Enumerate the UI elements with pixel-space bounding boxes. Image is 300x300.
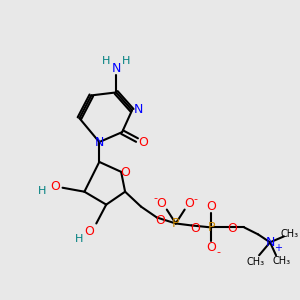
Text: O: O [138,136,148,148]
Text: O: O [156,197,166,210]
Text: N: N [133,103,143,116]
Text: O: O [227,222,237,235]
Text: N: N [266,236,275,249]
Text: +: + [274,243,282,253]
Text: O: O [120,166,130,179]
Text: O: O [206,241,216,254]
Text: -: - [154,193,158,203]
Text: O: O [51,180,61,193]
Text: H: H [102,56,110,66]
Text: O: O [190,222,200,235]
Text: O: O [206,200,216,213]
Text: CH₃: CH₃ [281,230,299,239]
Text: O: O [185,197,195,210]
Text: -: - [194,194,198,204]
Text: O: O [84,225,94,238]
Text: N: N [94,136,104,148]
Text: H: H [38,186,46,196]
Text: O: O [155,214,165,227]
Text: P: P [208,221,215,234]
Text: H: H [75,234,84,244]
Text: P: P [172,217,179,230]
Text: CH₃: CH₃ [273,256,291,266]
Text: H: H [122,56,130,66]
Text: N: N [112,62,121,75]
Text: CH₃: CH₃ [246,257,264,267]
Text: -: - [216,247,220,257]
